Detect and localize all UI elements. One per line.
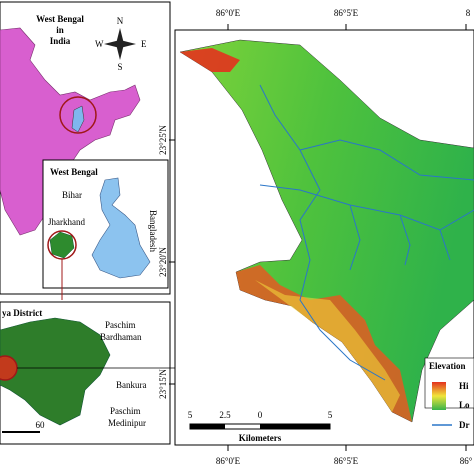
lon-tick: 86°5'E: [334, 8, 359, 18]
region-label: Bardhaman: [100, 332, 142, 342]
river: [259, 184, 474, 231]
mid-elevation: [255, 280, 400, 412]
legend-label: Hi: [459, 381, 469, 391]
scale-label: 0: [258, 410, 263, 420]
inset-title: West Bengal: [36, 14, 84, 24]
scale-label: 2.5: [219, 410, 231, 420]
lon-tick: 86°5'E: [334, 456, 359, 466]
region-label: Bankura: [116, 380, 147, 390]
inset-title: India: [50, 36, 71, 46]
region-label: Bihar: [62, 190, 82, 200]
district-title: ya District: [2, 308, 42, 318]
scale-segment: [190, 424, 225, 429]
coordinate-ticks: [169, 24, 467, 451]
scale-label: 5: [188, 410, 193, 420]
lon-tick: 86°0'E: [216, 456, 241, 466]
scale-segment: [260, 424, 330, 429]
river: [399, 214, 411, 266]
west-bengal-in-india: [71, 105, 85, 133]
compass-n: N: [117, 16, 124, 26]
lon-tick: 8: [466, 8, 471, 18]
district-shape: [0, 317, 111, 426]
compass-s: S: [117, 62, 122, 72]
region-label: Paschim: [105, 320, 136, 330]
inset-title: in: [56, 25, 64, 35]
region-label: Jharkhand: [48, 217, 85, 227]
river: [259, 84, 386, 381]
km-scale: 5 2.5 0 5 Kilometers: [188, 410, 333, 443]
scale-unit: Kilometers: [239, 433, 282, 443]
highlight-circle: [59, 96, 97, 134]
compass-e: E: [141, 39, 147, 49]
scale-label: 5: [328, 410, 333, 420]
region-label: Bangladesh: [148, 210, 158, 252]
high-elevation: [180, 48, 240, 72]
legend-label: Dr: [459, 420, 470, 430]
region-label: Paschim: [110, 406, 141, 416]
study-area: [0, 355, 18, 381]
legend-label: Lo: [459, 400, 470, 410]
lat-tick: 23°25'N: [158, 125, 168, 155]
river: [299, 139, 474, 181]
compass-w: W: [95, 39, 104, 49]
drainage: [259, 84, 474, 381]
scale-label: 60: [36, 420, 46, 430]
river: [439, 229, 451, 261]
lon-tick: 86°: [460, 456, 473, 466]
west-bengal-shape: [91, 177, 151, 279]
lat-tick: 23°15'N: [158, 369, 168, 399]
lon-tick: 86°0'E: [216, 8, 241, 18]
legend: Elevation Hi Lo Dr: [424, 357, 474, 430]
legend-ramp: [432, 382, 446, 410]
river: [349, 204, 361, 271]
lat-tick: 23°20'N: [158, 247, 168, 277]
region-label: Medinipur: [108, 418, 146, 428]
wb-title: West Bengal: [50, 167, 98, 177]
compass-rose: [104, 28, 136, 60]
compass: N E S W: [95, 16, 147, 72]
legend-title: Elevation: [429, 361, 466, 371]
